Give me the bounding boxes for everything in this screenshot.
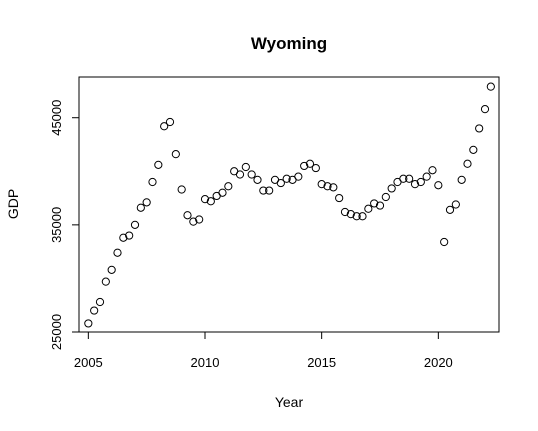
data-point: [340, 207, 350, 217]
data-point: [130, 220, 140, 229]
plot-frame: [78, 76, 500, 333]
data-point: [101, 277, 110, 286]
x-axis: 2005 2010 2015 2020: [74, 332, 453, 370]
data-point: [346, 210, 355, 219]
x-tick-label: 2020: [424, 355, 453, 370]
data-point: [370, 199, 379, 208]
data-point: [317, 180, 326, 189]
data-point: [276, 178, 285, 188]
data-point: [428, 166, 437, 175]
data-point: [311, 163, 320, 173]
data-point: [469, 145, 478, 154]
data-point: [434, 181, 443, 190]
data-point: [235, 170, 245, 179]
data-point: [475, 124, 484, 133]
x-axis-label: Year: [275, 394, 304, 410]
data-point: [405, 174, 414, 183]
data-point: [416, 177, 425, 187]
data-point: [84, 319, 93, 328]
data-point: [463, 159, 472, 168]
data-point: [387, 184, 396, 193]
data-point: [119, 233, 128, 242]
data-point: [224, 182, 233, 191]
data-point: [305, 159, 315, 168]
data-point: [294, 172, 303, 181]
data-point: [364, 204, 373, 213]
data-point: [241, 162, 250, 172]
data-point: [265, 186, 274, 195]
data-points: [84, 82, 495, 328]
data-point: [165, 117, 175, 127]
data-point: [422, 172, 431, 181]
data-point: [451, 200, 460, 209]
data-point: [259, 186, 268, 195]
data-point: [335, 193, 344, 203]
data-point: [195, 215, 204, 224]
data-point: [352, 212, 361, 221]
data-point: [457, 175, 466, 184]
data-point: [160, 122, 169, 131]
x-tick-label: 2010: [191, 355, 220, 370]
y-tick-label: 25000: [49, 314, 64, 350]
data-point: [107, 265, 116, 274]
data-point: [486, 82, 495, 91]
data-point: [253, 175, 262, 184]
data-point: [329, 183, 338, 192]
data-point: [136, 203, 145, 212]
x-tick-label: 2015: [307, 355, 336, 370]
data-point: [154, 160, 163, 169]
data-point: [300, 161, 309, 171]
data-point: [177, 185, 186, 194]
data-point: [410, 180, 420, 189]
y-axis-label: GDP: [5, 189, 21, 219]
data-point: [90, 306, 99, 315]
data-point: [142, 198, 151, 207]
y-tick-label: 35000: [49, 207, 64, 243]
data-point: [480, 105, 490, 114]
data-point: [183, 211, 192, 220]
data-point: [399, 174, 408, 183]
chart-title: Wyoming: [251, 34, 327, 53]
data-point: [440, 237, 449, 247]
data-point: [445, 205, 455, 214]
y-tick-label: 45000: [49, 100, 64, 136]
data-point: [95, 297, 105, 307]
data-point: [218, 188, 227, 197]
data-point: [125, 231, 134, 240]
data-point: [200, 195, 210, 204]
x-tick-label: 2005: [74, 355, 103, 370]
data-point: [381, 192, 390, 202]
data-point: [171, 150, 180, 159]
data-point: [375, 201, 385, 210]
y-axis: 25000 35000 45000: [49, 100, 79, 350]
data-point: [189, 217, 198, 226]
data-point: [282, 174, 291, 183]
data-point: [358, 212, 367, 221]
data-point: [148, 177, 157, 187]
data-point: [247, 170, 256, 179]
data-point: [113, 248, 122, 257]
data-point: [323, 182, 332, 191]
data-point: [206, 197, 215, 206]
